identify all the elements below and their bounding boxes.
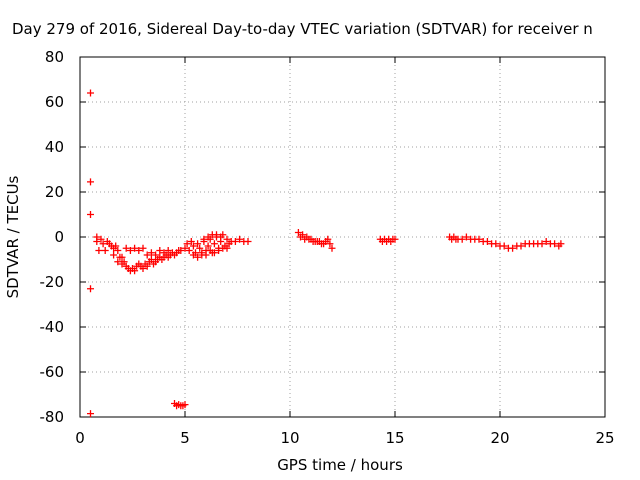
data-point [183, 240, 191, 248]
data-point [215, 247, 223, 254]
data-point [139, 244, 147, 252]
data-point [210, 249, 218, 257]
y-tick-label: 20 [45, 183, 64, 201]
data-point [87, 211, 94, 218]
data-point [189, 242, 197, 250]
data-point [135, 247, 143, 254]
data-point [87, 178, 94, 186]
y-tick-label: -40 [40, 318, 65, 336]
data-point [156, 247, 164, 254]
data-point [93, 238, 101, 245]
x-tick-label: 0 [75, 429, 85, 447]
grid-lines [80, 57, 605, 417]
data-point [87, 285, 94, 293]
data-point [194, 253, 202, 261]
data-point [324, 235, 332, 243]
data-point [294, 229, 302, 236]
data-point [99, 240, 107, 248]
data-point [143, 251, 151, 259]
data-point [95, 247, 103, 254]
y-tick-label: -20 [40, 273, 65, 291]
data-point [114, 258, 122, 266]
data-point [204, 242, 212, 250]
data-point [101, 247, 109, 254]
data-point [198, 249, 206, 257]
data-point [122, 244, 130, 252]
data-point [244, 238, 252, 245]
data-point [217, 233, 225, 241]
y-tick-label: 80 [45, 48, 64, 66]
data-point [194, 240, 202, 248]
data-point [475, 235, 483, 243]
data-point [391, 235, 399, 243]
data-point [551, 240, 559, 248]
data-point [164, 247, 172, 254]
data-point [139, 265, 147, 272]
data-point [517, 242, 525, 250]
x-tick-label: 20 [490, 429, 509, 447]
data-point [143, 262, 151, 270]
data-point [112, 242, 120, 250]
data-point [131, 244, 139, 252]
y-tick-label: -80 [40, 408, 65, 426]
data-point [181, 401, 189, 409]
data-point [492, 240, 500, 248]
data-point [206, 247, 214, 254]
data-point [542, 238, 550, 245]
data-point [147, 256, 155, 263]
data-point [187, 238, 195, 245]
data-point [185, 247, 193, 254]
data-point [458, 235, 466, 243]
data-point [557, 240, 565, 248]
x-tick-label: 25 [595, 429, 614, 447]
data-point [181, 244, 189, 252]
y-tick-label: 0 [54, 228, 64, 246]
y-tick-label: 60 [45, 93, 64, 111]
data-point [120, 258, 128, 266]
plot-frame [79, 56, 606, 418]
x-tick-label: 15 [385, 429, 404, 447]
data-point [97, 235, 105, 243]
data-point [204, 233, 212, 241]
data-point [328, 244, 336, 252]
data-point [326, 240, 334, 248]
data-point [87, 89, 94, 97]
data-point [114, 247, 122, 254]
data-point [223, 235, 231, 243]
data-point [210, 240, 218, 248]
y-tick-label: 40 [45, 138, 64, 156]
data-point [131, 267, 139, 275]
data-point [202, 251, 210, 259]
data-point [196, 244, 204, 252]
data-point [152, 251, 160, 259]
data-point [110, 251, 118, 259]
data-point [189, 251, 197, 259]
axis-ticks: 0 5 10 15 20 25 -80 -60 -40 -20 0 20 40 60 80 [40, 48, 615, 447]
x-tick-label: 10 [280, 429, 299, 447]
data-point [223, 244, 231, 252]
data-point [538, 240, 546, 248]
data-point [231, 238, 239, 245]
data-point [462, 233, 470, 241]
data-point [118, 253, 126, 261]
data-point [177, 247, 185, 254]
x-tick-label: 5 [180, 429, 190, 447]
data-point [87, 410, 94, 418]
data-point [509, 244, 517, 252]
y-axis-label: SDTVAR / TECUs [4, 175, 22, 298]
data-point [299, 231, 307, 239]
data-point [483, 238, 491, 245]
data-point [200, 235, 208, 243]
data-point [160, 249, 168, 257]
chart-title: Day 279 of 2016, Sidereal Day-to-day VTE… [12, 20, 593, 38]
data-point [500, 242, 508, 250]
data-point [236, 235, 244, 243]
data-point [213, 231, 220, 239]
data-point [147, 249, 155, 257]
data-point [126, 247, 134, 254]
y-tick-label: -60 [40, 363, 65, 381]
x-axis-label: GPS time / hours [277, 456, 403, 474]
data-points [87, 89, 565, 418]
